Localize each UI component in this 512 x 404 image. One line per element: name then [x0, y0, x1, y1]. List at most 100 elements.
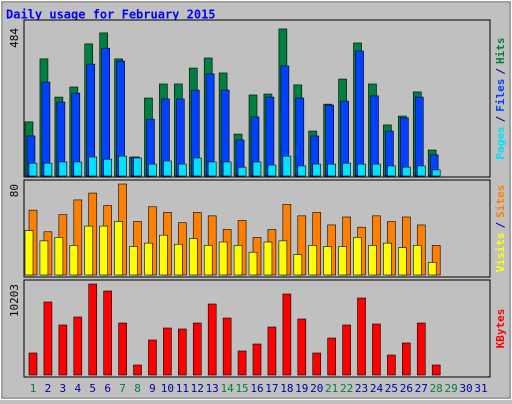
bar [114, 221, 123, 276]
bar [323, 246, 332, 276]
legend-separator: / [494, 222, 507, 229]
bar [297, 318, 307, 376]
bar [148, 339, 157, 376]
bar [263, 241, 273, 276]
bar [144, 242, 153, 276]
x-tick-label: 30 [459, 382, 472, 395]
bar [99, 225, 108, 276]
bar [43, 162, 53, 177]
legend-entry: KBytes [494, 309, 507, 349]
x-tick-label: 26 [400, 382, 413, 395]
x-tick-label: 15 [235, 382, 248, 395]
legend-entry: Hits [494, 38, 507, 65]
bar [118, 155, 127, 177]
x-tick-label: 10 [161, 382, 174, 395]
bar [222, 161, 232, 177]
x-tick-label: 14 [221, 382, 235, 395]
bar [205, 73, 215, 177]
bar [118, 322, 127, 376]
bar [24, 230, 34, 276]
bar [431, 169, 441, 177]
legend-entry: Files [494, 79, 507, 112]
bar [163, 327, 172, 376]
bar [293, 254, 303, 276]
bar [267, 164, 277, 177]
bar [372, 163, 381, 177]
bar [265, 96, 275, 177]
bar [58, 161, 68, 177]
bar [148, 163, 157, 177]
x-tick-label: 27 [415, 382, 428, 395]
bar [207, 303, 217, 376]
legend-separator: / [494, 68, 507, 75]
bar [133, 157, 142, 177]
bar [192, 157, 202, 177]
bar [58, 324, 68, 376]
bar [218, 241, 228, 276]
bar [295, 97, 305, 177]
bar [412, 245, 422, 276]
bar [252, 343, 262, 376]
bar [312, 352, 322, 376]
x-tick-label: 1 [30, 382, 37, 395]
x-tick-label: 8 [134, 382, 141, 395]
bar [103, 158, 112, 177]
bar [133, 364, 142, 376]
bar [297, 165, 307, 177]
bar [282, 293, 292, 376]
bar [267, 326, 277, 376]
bar [84, 225, 94, 276]
legend: Pages / Files / Hits [494, 38, 507, 160]
bar [402, 166, 411, 177]
bar [402, 342, 411, 376]
legend-entry: Pages [494, 126, 507, 159]
x-tick-label: 31 [474, 382, 487, 395]
bar [252, 161, 262, 177]
bar [101, 47, 110, 177]
bar [41, 81, 51, 177]
bar [278, 240, 288, 276]
bar [73, 161, 83, 177]
bar [233, 245, 243, 276]
bar [357, 297, 366, 376]
bar [222, 317, 232, 376]
bar [103, 290, 112, 376]
legend-entry: Visits [494, 233, 507, 273]
x-tick-label: 18 [280, 382, 293, 395]
y-tick-label: 10203 [8, 284, 21, 317]
x-tick-label: 21 [325, 382, 338, 395]
x-tick-label: 23 [355, 382, 368, 395]
bar [431, 364, 441, 376]
bar [327, 163, 336, 177]
legend-separator: / [494, 115, 507, 122]
x-tick-label: 22 [340, 382, 353, 395]
bar [43, 301, 53, 376]
bar [338, 246, 347, 276]
bar [88, 156, 98, 177]
bar [342, 324, 351, 376]
bar [387, 354, 396, 376]
bar [248, 251, 258, 276]
bar [383, 242, 392, 276]
bar [237, 166, 247, 177]
bar [188, 238, 198, 276]
bar [159, 234, 168, 276]
x-tick-label: 9 [149, 382, 156, 395]
bar [342, 162, 351, 177]
x-tick-label: 28 [430, 382, 443, 395]
bar [416, 322, 426, 376]
bar [387, 165, 396, 177]
bar [178, 328, 187, 376]
legend-entry: Sites [494, 185, 507, 218]
bar [129, 246, 138, 276]
bar [88, 283, 98, 376]
bar [178, 163, 187, 177]
bar [357, 163, 366, 177]
bar [28, 352, 38, 376]
bar [327, 337, 336, 376]
bar [355, 50, 364, 177]
bar [237, 350, 247, 376]
bar [398, 247, 407, 276]
